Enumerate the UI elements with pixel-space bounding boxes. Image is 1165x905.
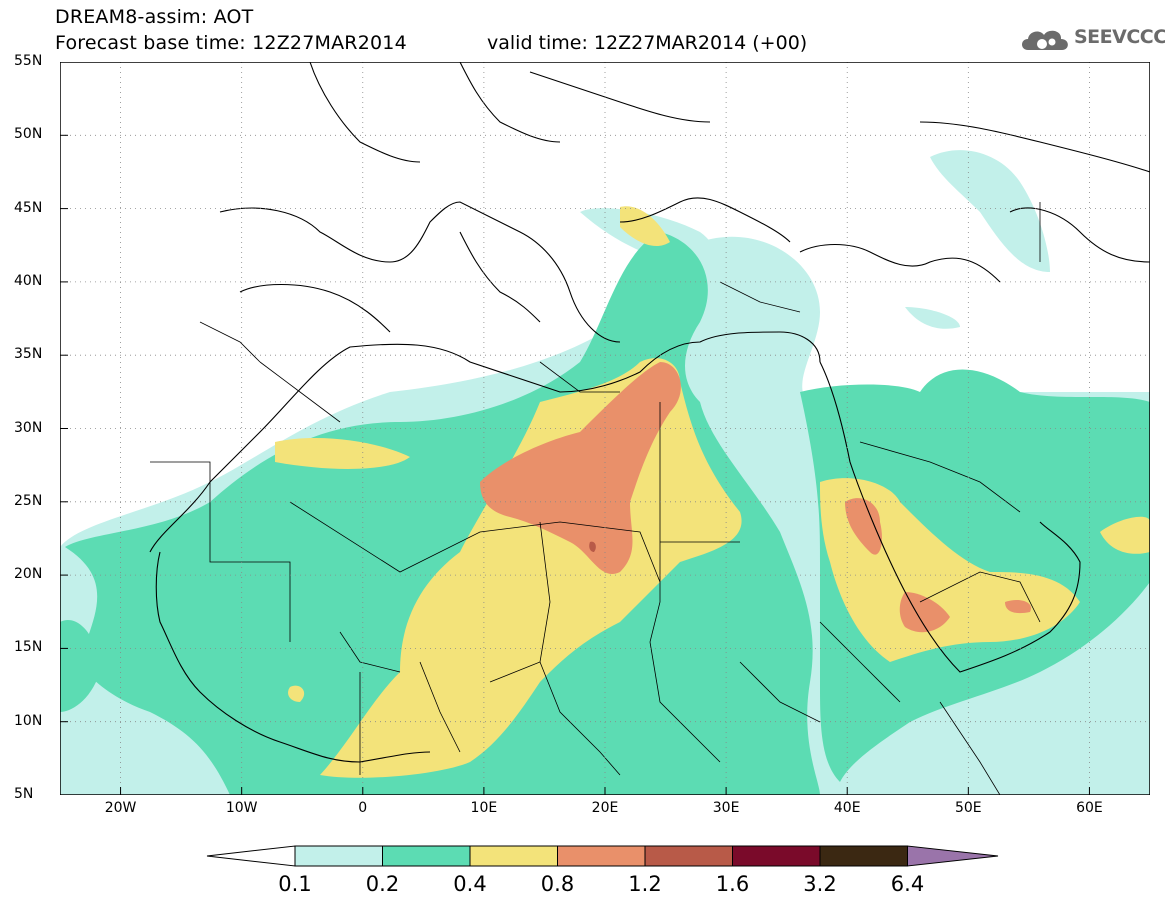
lat-label: 10N (14, 712, 43, 729)
lon-label: 40E (833, 800, 861, 816)
lat-label: 25N (14, 492, 43, 509)
lon-label: 20E (591, 800, 619, 816)
graticule (60, 62, 1150, 795)
valid-time-label: valid time: 12Z27MAR2014 (+00) (487, 32, 808, 54)
colorbar-label: 0.2 (365, 872, 400, 896)
lat-label: 45N (14, 199, 43, 216)
aot-map (60, 62, 1150, 795)
lat-label: 5N (14, 786, 34, 802)
colorbar-label: 6.4 (890, 872, 925, 896)
colorbar-swatch (294, 845, 383, 867)
lat-label: 50N (14, 126, 43, 143)
colorbar-swatch (819, 845, 908, 867)
colorbar-label: 1.2 (628, 872, 662, 896)
colorbar-label: 0.8 (540, 872, 575, 896)
aot-layer-1-2 (589, 541, 596, 552)
colorbar-swatch (557, 845, 646, 867)
lat-label: 55N (14, 53, 43, 69)
map-title: DREAM8-assim: AOT (55, 6, 254, 28)
lon-label: 20W (104, 800, 137, 816)
seevccc-logo: SEEVCCC (1018, 22, 1165, 58)
base-time-label: Forecast base time: 12Z27MAR2014 (55, 32, 407, 54)
colorbar-swatch (732, 845, 821, 867)
lon-label: 30E (712, 800, 740, 816)
lon-label: 50E (954, 800, 982, 816)
coastlines (149, 62, 1150, 763)
colorbar-max-arrow (907, 845, 999, 867)
lon-label: 10E (470, 800, 498, 816)
lon-label: 10W (225, 800, 258, 816)
colorbar-label: 0.4 (453, 872, 487, 896)
cloud-icon (1022, 30, 1068, 50)
lat-label: 20N (14, 566, 43, 583)
country-borders (150, 202, 1041, 795)
colorbar (206, 845, 999, 867)
lat-label: 40N (14, 272, 43, 289)
colorbar-swatch (469, 845, 558, 867)
logo-text: SEEVCCC (1074, 26, 1165, 48)
colorbar-swatch (644, 845, 733, 867)
lon-label: 0 (358, 800, 368, 816)
colorbar-label: 0.1 (278, 872, 312, 896)
aot-layer-0-8 (480, 362, 1031, 633)
lat-label: 35N (14, 346, 43, 363)
colorbar-min-arrow (206, 845, 296, 867)
colorbar-label: 1.6 (715, 872, 750, 896)
colorbar-swatch (382, 845, 471, 867)
lat-label: 30N (14, 419, 43, 436)
map-ticks (60, 62, 1090, 795)
lat-label: 15N (14, 639, 43, 656)
colorbar-label: 3.2 (803, 872, 837, 896)
lon-label: 60E (1076, 800, 1103, 816)
